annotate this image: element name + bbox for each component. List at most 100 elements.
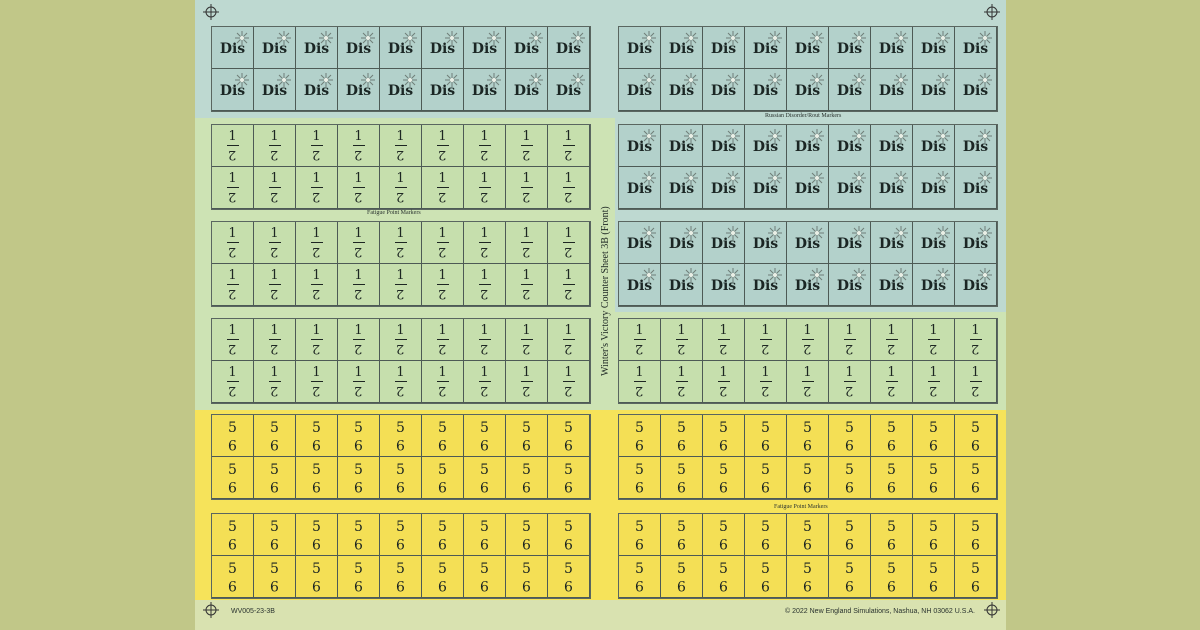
counter-value-top: 1 <box>522 129 531 144</box>
dis-counter: Dis <box>464 69 506 111</box>
divider <box>268 187 281 188</box>
counter-value-top: 1 <box>635 323 644 338</box>
dis-counter: Dis <box>619 125 661 167</box>
dis-counter: Dis <box>787 27 829 69</box>
divider <box>520 145 533 146</box>
burst-icon <box>894 30 908 45</box>
burst-icon <box>852 30 866 45</box>
counter-value-bottom: 2 <box>761 383 770 398</box>
counter-value-top: 1 <box>677 365 686 380</box>
counter-value-bottom: 2 <box>564 147 573 162</box>
counter-value-bottom: 9 <box>887 534 896 551</box>
counter-value-top: 1 <box>396 226 405 241</box>
burst-icon <box>936 30 950 45</box>
dis-label: Dis <box>878 277 905 294</box>
counter-value-bottom: 2 <box>564 341 573 356</box>
counter-value-top: 1 <box>270 268 279 283</box>
burst-icon <box>277 30 291 45</box>
dis-label: Dis <box>962 82 989 99</box>
divider <box>394 242 407 243</box>
burst-icon <box>642 170 656 185</box>
divider <box>927 339 940 340</box>
dis-label: Dis <box>878 180 905 197</box>
burst-icon <box>810 128 824 143</box>
counter-value-top: 5 <box>564 461 573 478</box>
counter-value-top: 1 <box>396 129 405 144</box>
dis-label: Dis <box>303 82 330 99</box>
dis-counter: Dis <box>661 222 703 264</box>
divider <box>226 242 239 243</box>
dis-label: Dis <box>626 277 653 294</box>
counter-value-top: 5 <box>564 560 573 577</box>
dis-label: Dis <box>555 40 582 57</box>
counter-value-bottom: 2 <box>887 383 896 398</box>
counter-value-bottom: 9 <box>929 576 938 593</box>
burst-icon <box>684 30 698 45</box>
burst-icon <box>571 30 585 45</box>
counter-value-bottom: 9 <box>312 477 321 494</box>
burst-icon <box>768 225 782 240</box>
burst-icon <box>936 225 950 240</box>
dis-label: Dis <box>345 82 372 99</box>
counter-value-top: 5 <box>396 518 405 535</box>
counter-value-bottom: 9 <box>677 435 686 452</box>
counter-value-top: 5 <box>887 518 896 535</box>
dis-counter: Dis <box>787 264 829 306</box>
counter-value-top: 1 <box>522 365 531 380</box>
counter-value-top: 5 <box>270 461 279 478</box>
burst-icon <box>642 72 656 87</box>
counter-value-bottom: 2 <box>354 147 363 162</box>
counter-value-top: 5 <box>635 560 644 577</box>
dis-label: Dis <box>513 82 540 99</box>
burst-icon <box>319 72 333 87</box>
divider <box>268 339 281 340</box>
counter-value-bottom: 9 <box>887 435 896 452</box>
divider <box>310 284 323 285</box>
counter-value-top: 1 <box>719 323 728 338</box>
counter-value-bottom: 2 <box>522 244 531 259</box>
counter-value-top: 5 <box>635 518 644 535</box>
counter-value-top: 1 <box>312 365 321 380</box>
counter-value-top: 1 <box>228 323 237 338</box>
counter-value-bottom: 2 <box>564 189 573 204</box>
counter-value-top: 5 <box>396 419 405 436</box>
counter-value-bottom: 2 <box>971 341 980 356</box>
counter-value-bottom: 9 <box>677 477 686 494</box>
counter-value-bottom: 9 <box>719 576 728 593</box>
counter-value-top: 1 <box>228 226 237 241</box>
burst-icon <box>936 267 950 282</box>
counter-value-bottom: 2 <box>312 383 321 398</box>
dis-counter: Dis <box>913 264 955 306</box>
counter-value-top: 1 <box>396 268 405 283</box>
counter-value-bottom: 2 <box>719 383 728 398</box>
counter-value-top: 1 <box>312 323 321 338</box>
dis-counter: Dis <box>745 125 787 167</box>
zone-bottom-strip <box>195 600 1006 630</box>
counter-value-top: 1 <box>312 171 321 186</box>
dis-counter: Dis <box>871 69 913 111</box>
dis-label: Dis <box>752 82 779 99</box>
burst-icon <box>277 72 291 87</box>
